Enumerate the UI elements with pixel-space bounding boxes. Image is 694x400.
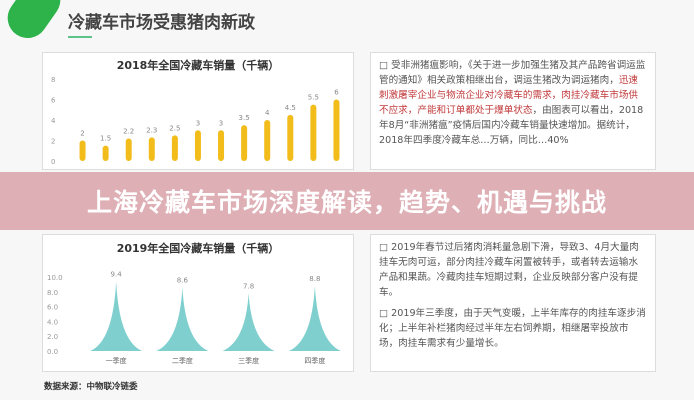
data-label: 4 [265, 109, 270, 117]
bar [194, 130, 201, 161]
x-tick-label: 二季度 [172, 356, 193, 365]
bar [264, 120, 271, 161]
data-label: 4.5 [285, 104, 296, 112]
chart-2018-svg: 0 2 4 6 8 2 1.5 2.2 2.3 2.5 3 3 3.5 4 4.5 5.5 6 [51, 76, 340, 166]
data-source: 数据来源：中物联冷链委 [44, 382, 138, 392]
x-tick-label: 四季度 [304, 356, 325, 365]
bar [102, 145, 109, 161]
bullet-icon: □ [379, 308, 389, 319]
data-label: 7.8 [243, 282, 254, 290]
data-label: 8.6 [177, 276, 189, 284]
bullet-icon: □ [379, 242, 389, 253]
brand-logo [0, 0, 69, 46]
data-label: 9.4 [111, 270, 123, 278]
text-panel-top: □ 受非洲猪瘟影响，《关于进一步加强生猪及其产品跨省调运监管的通知》相关政策相继… [370, 52, 656, 170]
bullet-icon: □ [379, 60, 389, 71]
bar [310, 104, 317, 161]
y-tick-label: 10.0 [47, 274, 63, 282]
bar [125, 138, 132, 161]
bar [156, 287, 209, 351]
y-tick-label: 0.0 [47, 348, 58, 356]
headline: 上海冷藏车市场深度解读，趋势、机遇与挑战 [86, 188, 607, 217]
bar [148, 137, 155, 161]
y-tick-label: 4.0 [47, 318, 58, 326]
data-label: 2.5 [169, 124, 180, 132]
data-label: 6 [334, 89, 339, 97]
bar [288, 285, 341, 351]
paragraph-2: □ 2019年春节过后猪肉消耗量急剧下滑，导致3、4月大量肉挂车无肉可运，部分肉… [379, 240, 647, 300]
text: 2019年春节过后猪肉消耗量急剧下滑，导致3、4月大量肉挂车无肉可运，部分肉挂冷… [379, 242, 639, 298]
chart-2019-svg: 0.0 2.0 4.0 6.0 8.0 10.0 9.4 一季度 8.6 二季度 7.8 三季度 8.8… [47, 270, 341, 365]
data-label: 3.5 [239, 114, 250, 122]
y-tick-label: 6 [51, 97, 56, 105]
bar [241, 125, 248, 161]
data-label: 2.2 [123, 127, 134, 135]
y-tick-label: 8 [51, 76, 55, 84]
page-title: 冷藏车市场受惠猪肉新政 [68, 13, 255, 33]
x-tick-label: 一季度 [106, 356, 127, 365]
bar [333, 99, 340, 161]
text-panel-bottom: □ 2019年春节过后猪肉消耗量急剧下滑，导致3、4月大量肉挂车无肉可运，部分肉… [370, 234, 656, 372]
bar [222, 293, 275, 351]
bar [218, 130, 225, 161]
data-label: 3 [219, 119, 223, 127]
data-label: 1.5 [100, 135, 111, 143]
chart-title: 2018年全国冷藏车销量（千辆） [116, 59, 280, 72]
data-label: 2 [80, 130, 84, 138]
y-tick-label: 8.0 [47, 289, 58, 297]
y-tick-label: 6.0 [47, 304, 58, 312]
paragraph-1: □ 受非洲猪瘟影响，《关于进一步加强生猪及其产品跨省调运监管的通知》相关政策相继… [379, 58, 647, 148]
y-tick-label: 2 [51, 138, 55, 146]
data-label: 5.5 [308, 94, 319, 102]
bar [79, 140, 86, 161]
highlight-text: 迅速刺激屠宰企业与物流企业对冷藏车的需求，肉挂冷藏车市场供不应求，产能和订单都处… [379, 75, 639, 116]
chart-2019: 2019年全国冷藏车销量（千辆） 0.0 2.0 4.0 6.0 8.0 10.0 9.4 一… [42, 234, 354, 372]
bar [90, 281, 143, 351]
bar [171, 135, 178, 161]
bar [287, 114, 294, 161]
headline-banner: 上海冷藏车市场深度解读，趋势、机遇与挑战 [0, 172, 694, 230]
data-label: 3 [196, 119, 200, 127]
title-underline [68, 36, 92, 38]
data-label: 2.3 [146, 126, 157, 134]
y-tick-label: 2.0 [47, 333, 58, 341]
chart-2018: 2018年全国冷藏车销量（千辆） 0 2 4 6 8 2 1.5 2.2 2.3 2.5 3 3 3.5… [42, 52, 354, 170]
text: ，由图表可以看出，2018年8月“非洲猪瘟”疫情后国内冷藏车销量快速增加。据统计… [379, 105, 644, 146]
text: 受非洲猪瘟影响，《关于进一步加强生猪及其产品跨省调运监管的通知》相关政策相继出台… [379, 60, 646, 86]
y-tick-label: 0 [51, 158, 55, 166]
data-label: 8.8 [309, 275, 320, 283]
text: 2019年三季度，由于天气变暖，上半年库存的肉挂车逐步消化；上半年补栏猪肉经过半… [379, 308, 646, 349]
paragraph-3: □ 2019年三季度，由于天气变暖，上半年库存的肉挂车逐步消化；上半年补栏猪肉经… [379, 306, 647, 351]
chart-title: 2019年全国冷藏车销量（千辆） [116, 242, 280, 255]
y-tick-label: 4 [51, 117, 56, 125]
x-tick-label: 三季度 [238, 356, 259, 365]
